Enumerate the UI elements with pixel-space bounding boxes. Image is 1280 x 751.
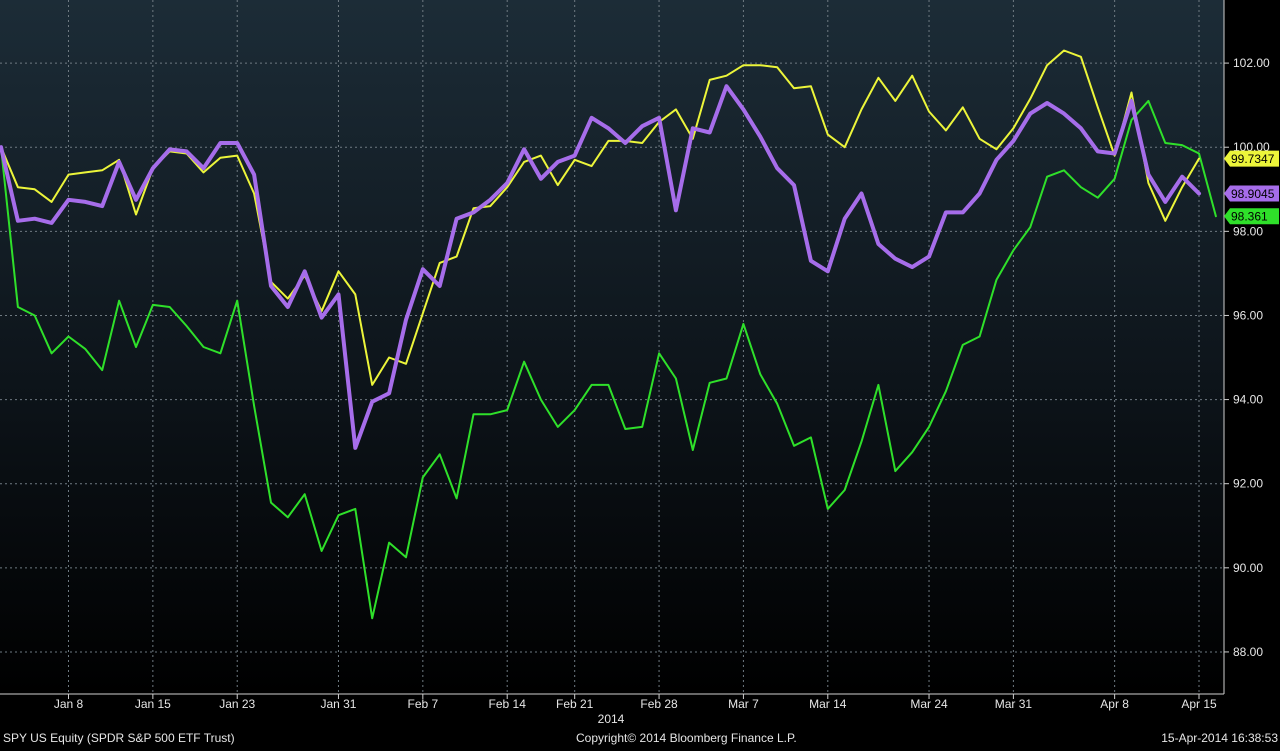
last-value-label: 98.361	[1231, 210, 1268, 224]
x-tick-label: Mar 31	[995, 697, 1033, 711]
x-tick-label: Mar 7	[728, 697, 759, 711]
last-value-label: 99.7347	[1231, 152, 1275, 166]
last-value-tag-3: 98.361	[1224, 208, 1279, 225]
last-value-label: 98.9045	[1231, 187, 1275, 201]
year-label: 2014	[598, 712, 625, 726]
last-value-tag-bg	[1224, 185, 1279, 202]
x-tick-label: Feb 14	[489, 697, 527, 711]
x-tick-label: Apr 15	[1181, 697, 1217, 711]
series-line-1	[0, 49, 1200, 386]
timestamp: 15-Apr-2014 16:38:53	[1161, 731, 1278, 745]
grid-layer	[0, 0, 1224, 694]
last-value-tag-bg	[1224, 208, 1279, 225]
x-tick-label: Feb 7	[407, 697, 438, 711]
footer-bar: SPY US Equity (SPDR S&P 500 ETF Trust) C…	[0, 730, 1280, 746]
y-tick-label: 90.00	[1233, 561, 1263, 575]
copyright-text: Copyright© 2014 Bloomberg Finance L.P.	[576, 731, 797, 745]
x-tick-label: Jan 8	[54, 697, 84, 711]
x-tick-label: Jan 23	[219, 697, 255, 711]
y-tick-label: 96.00	[1233, 308, 1263, 322]
security-name: SPY US Equity (SPDR S&P 500 ETF Trust)	[3, 731, 235, 745]
x-tick-label: Feb 21	[556, 697, 594, 711]
x-tick-label: Mar 24	[910, 697, 948, 711]
series-line-2	[0, 84, 1201, 450]
y-tick-label: 102.00	[1233, 56, 1270, 70]
x-tick-label: Feb 28	[640, 697, 678, 711]
x-tick-label: Apr 8	[1100, 697, 1129, 711]
y-tick-label: 98.00	[1233, 224, 1263, 238]
last-value-tag-1: 99.7347	[1224, 150, 1279, 167]
series-layer	[0, 49, 1217, 620]
y-tick-label: 92.00	[1233, 477, 1263, 491]
plot-background	[0, 0, 1224, 694]
series-line-3	[0, 99, 1217, 620]
x-tick-label: Jan 31	[320, 697, 356, 711]
x-tick-label: Mar 14	[809, 697, 847, 711]
last-value-tag-bg	[1224, 150, 1279, 167]
axis-layer: 88.0090.0092.0094.0096.0098.00100.00102.…	[0, 0, 1279, 711]
y-tick-label: 88.00	[1233, 645, 1263, 659]
last-value-tag-2: 98.9045	[1224, 185, 1279, 202]
x-tick-label: Jan 15	[135, 697, 171, 711]
y-tick-label: 94.00	[1233, 393, 1263, 407]
